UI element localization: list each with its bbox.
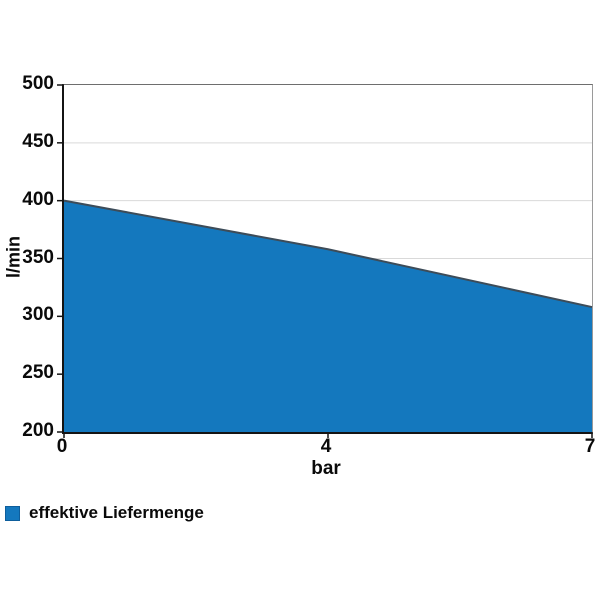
series-line	[63, 199, 593, 309]
area-series	[64, 200, 592, 432]
legend-swatch	[5, 505, 20, 521]
legend: effektive Liefermenge	[5, 503, 204, 523]
x-tick-label: 4	[320, 436, 332, 457]
y-tick-label: 250	[22, 362, 54, 384]
y-tick-label: 450	[22, 130, 54, 152]
x-tick-label: 0	[56, 436, 68, 457]
x-axis-title: bar	[311, 458, 341, 479]
plot-area	[57, 84, 593, 438]
y-tick-label: 200	[22, 420, 54, 441]
x-tick-label: 7	[584, 436, 596, 457]
y-tick-label: 500	[22, 73, 54, 94]
legend-label: effektive Liefermenge	[29, 503, 204, 522]
area-chart-svg	[57, 84, 593, 438]
y-tick-label: 300	[22, 304, 54, 326]
y-tick-label: 400	[22, 188, 54, 210]
y-tick-label: 350	[22, 246, 54, 268]
